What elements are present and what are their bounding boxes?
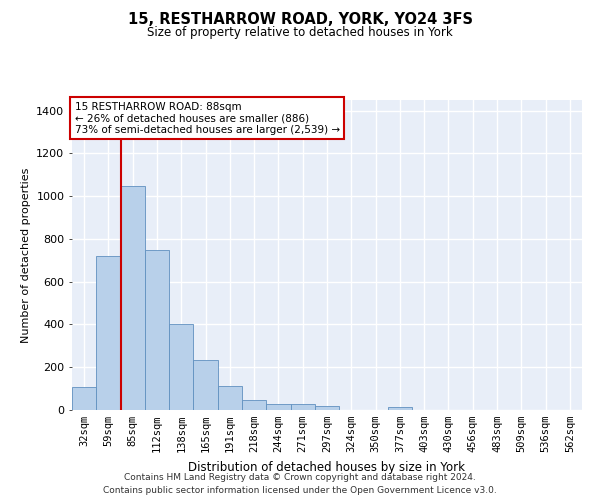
Bar [193, 360, 218, 410]
X-axis label: Distribution of detached houses by size in York: Distribution of detached houses by size … [188, 460, 466, 473]
Bar [218, 386, 242, 410]
Bar [96, 256, 121, 410]
Text: 15, RESTHARROW ROAD, YORK, YO24 3FS: 15, RESTHARROW ROAD, YORK, YO24 3FS [128, 12, 473, 28]
Bar [388, 407, 412, 410]
Bar [266, 404, 290, 410]
Text: Size of property relative to detached houses in York: Size of property relative to detached ho… [147, 26, 453, 39]
Bar [169, 324, 193, 410]
Y-axis label: Number of detached properties: Number of detached properties [20, 168, 31, 342]
Bar [72, 387, 96, 410]
Bar [242, 400, 266, 410]
Text: Contains public sector information licensed under the Open Government Licence v3: Contains public sector information licen… [103, 486, 497, 495]
Bar [121, 186, 145, 410]
Bar [145, 250, 169, 410]
Text: Contains HM Land Registry data © Crown copyright and database right 2024.: Contains HM Land Registry data © Crown c… [124, 474, 476, 482]
Bar [315, 406, 339, 410]
Text: 15 RESTHARROW ROAD: 88sqm
← 26% of detached houses are smaller (886)
73% of semi: 15 RESTHARROW ROAD: 88sqm ← 26% of detac… [74, 102, 340, 134]
Bar [290, 404, 315, 410]
